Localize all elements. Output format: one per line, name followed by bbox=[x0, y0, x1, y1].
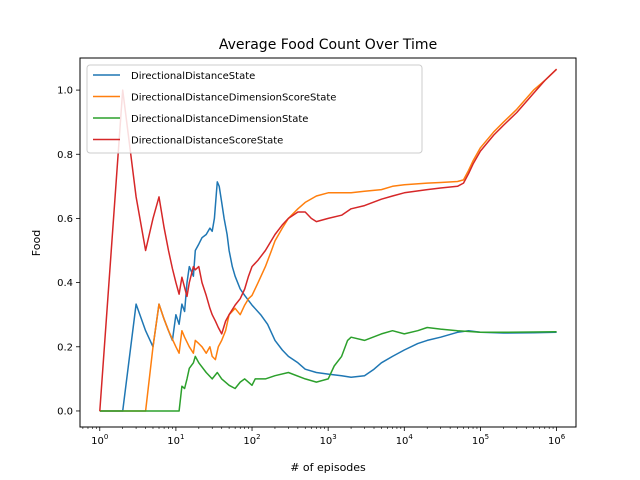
y-tick-label: 0.2 bbox=[57, 342, 73, 353]
chart-title: Average Food Count Over Time bbox=[219, 37, 437, 53]
legend-label: DirectionalDistanceDimensionScoreState bbox=[131, 93, 336, 104]
x-tick-label: 101 bbox=[167, 433, 184, 447]
x-tick-label: 104 bbox=[396, 433, 414, 447]
legend-box bbox=[86, 64, 423, 154]
series-line-3 bbox=[99, 326, 557, 412]
legend-label: DirectionalDistanceScoreState bbox=[131, 136, 283, 147]
y-tick-label: 0.6 bbox=[57, 214, 73, 225]
x-axis-label: # of episodes bbox=[290, 461, 366, 474]
x-tick-label: 102 bbox=[243, 433, 260, 447]
y-tick-label: 0.0 bbox=[57, 406, 73, 417]
legend: DirectionalDistanceState DirectionalDista… bbox=[86, 64, 423, 154]
series-line-4 bbox=[99, 68, 558, 412]
y-ticks: 0.0 0.2 0.4 0.6 0.8 1.0 bbox=[57, 86, 80, 417]
y-tick-label: 0.8 bbox=[57, 150, 73, 161]
x-tick-label: 103 bbox=[320, 433, 337, 447]
x-ticks: 100 101 102 103 104 105 106 bbox=[82, 427, 566, 447]
x-tick-label: 100 bbox=[91, 433, 108, 447]
legend-label: DirectionalDistanceDimensionState bbox=[131, 114, 308, 125]
y-axis-label: Food bbox=[30, 230, 43, 256]
series-line-2 bbox=[99, 68, 558, 412]
series-line-1 bbox=[99, 181, 557, 412]
legend-label: DirectionalDistanceState bbox=[131, 71, 255, 82]
x-tick-label: 105 bbox=[472, 433, 489, 447]
y-tick-label: 1.0 bbox=[57, 86, 73, 97]
series-layer bbox=[99, 68, 558, 412]
x-tick-label: 106 bbox=[548, 433, 566, 447]
y-tick-label: 0.4 bbox=[57, 278, 73, 289]
